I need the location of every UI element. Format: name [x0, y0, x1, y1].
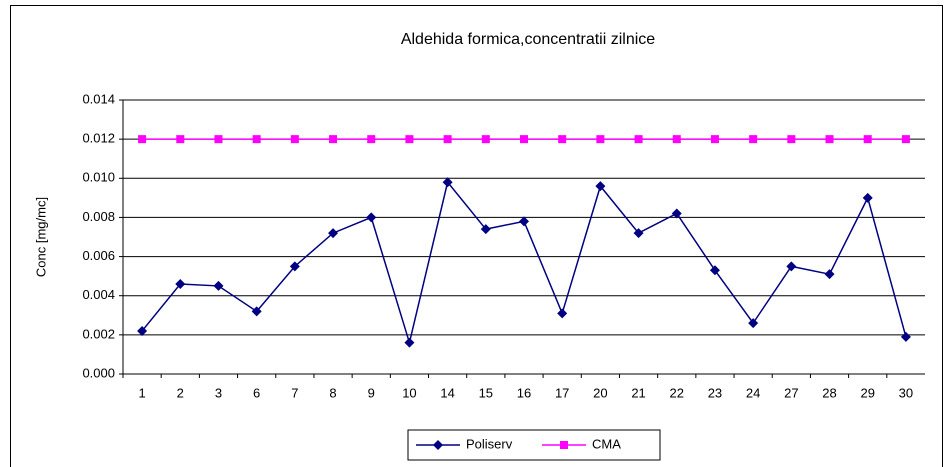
data-point	[481, 135, 490, 144]
x-tick-label: 29	[860, 385, 874, 400]
y-tick-label: 0.014	[82, 91, 115, 106]
data-point	[329, 135, 338, 144]
y-tick-label: 0.008	[82, 209, 115, 224]
y-tick-label: 0.004	[82, 287, 115, 302]
data-point	[328, 228, 339, 239]
x-tick-label: 16	[517, 385, 531, 400]
y-tick-label: 0.012	[82, 131, 115, 146]
legend-label: Poliserv	[466, 436, 513, 451]
x-tick-label: 9	[368, 385, 375, 400]
data-point	[443, 135, 452, 144]
x-tick-label: 21	[631, 385, 645, 400]
data-point	[558, 135, 567, 144]
y-axis-label: Conc [mg/mc]	[33, 197, 48, 277]
data-point	[519, 216, 529, 227]
x-tick-label: 14	[440, 385, 454, 400]
x-tick-label: 8	[329, 385, 336, 400]
data-point	[367, 135, 376, 144]
data-point	[366, 212, 377, 223]
data-point	[290, 135, 299, 144]
data-point	[137, 325, 148, 336]
x-tick-label: 22	[670, 385, 684, 400]
x-tick-label: 27	[784, 385, 798, 400]
x-tick-label: 15	[479, 385, 493, 400]
data-point	[214, 135, 223, 144]
data-point	[213, 280, 224, 291]
x-tick-label: 20	[593, 385, 607, 400]
data-point	[176, 135, 185, 144]
x-tick-label: 1	[138, 385, 145, 400]
data-point	[749, 135, 758, 144]
y-tick-label: 0.006	[82, 248, 115, 263]
data-point	[289, 261, 300, 272]
chart-border	[10, 5, 943, 467]
data-point	[786, 261, 797, 272]
data-point	[863, 135, 872, 144]
data-point	[175, 278, 186, 289]
data-point	[787, 135, 796, 144]
x-tick-label: 7	[291, 385, 298, 400]
x-tick-label: 24	[746, 385, 760, 400]
data-point	[633, 228, 644, 239]
data-point	[480, 224, 491, 235]
data-point	[710, 135, 719, 144]
x-tick-label: 17	[555, 385, 569, 400]
data-point	[671, 208, 682, 219]
legend-label: CMA	[592, 436, 621, 451]
data-point	[596, 135, 605, 144]
data-point	[709, 265, 720, 276]
data-point	[901, 135, 910, 144]
x-tick-label: 10	[402, 385, 416, 400]
x-tick-label: 6	[253, 385, 260, 400]
data-point	[405, 135, 414, 144]
x-tick-label: 2	[177, 385, 184, 400]
data-point	[672, 135, 681, 144]
legend-marker	[433, 440, 443, 450]
data-point	[824, 269, 835, 280]
data-point	[595, 181, 606, 192]
y-tick-label: 0.010	[82, 170, 115, 185]
x-tick-label: 23	[708, 385, 722, 400]
data-point	[748, 318, 759, 329]
data-point	[404, 337, 415, 348]
x-tick-label: 30	[899, 385, 913, 400]
data-point	[900, 331, 911, 342]
data-point	[138, 135, 147, 144]
data-point	[442, 177, 453, 188]
chart-title: Aldehida formica,concentratii zilnice	[401, 31, 655, 48]
data-point	[251, 306, 262, 317]
y-tick-label: 0.000	[82, 365, 115, 380]
x-tick-label: 28	[822, 385, 836, 400]
data-point	[634, 135, 643, 144]
legend-marker	[560, 441, 568, 449]
data-point	[252, 135, 261, 144]
data-point	[862, 192, 873, 203]
data-point	[557, 308, 568, 319]
y-tick-label: 0.002	[82, 326, 115, 341]
x-tick-label: 3	[215, 385, 222, 400]
data-point	[825, 135, 834, 144]
data-point	[520, 135, 528, 144]
